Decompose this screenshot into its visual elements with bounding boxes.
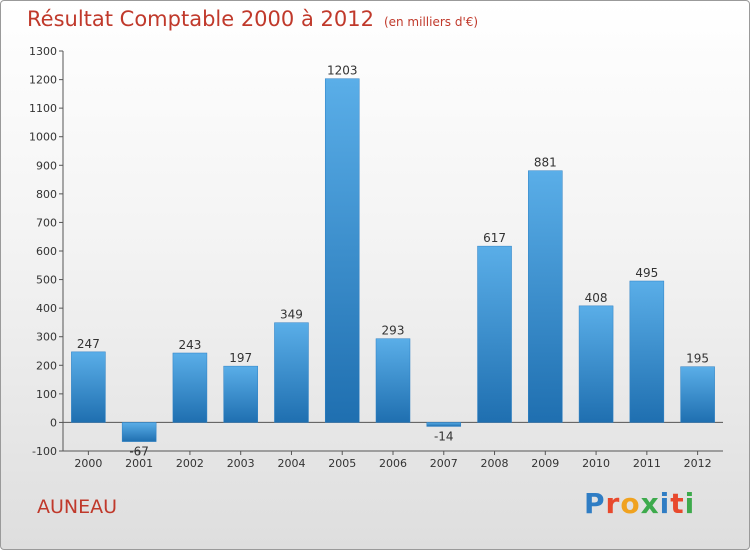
data-label: 243 — [178, 338, 201, 352]
y-tick-label: 700 — [36, 216, 57, 229]
logo-letter: o — [620, 487, 641, 520]
bar — [172, 352, 208, 423]
bar — [71, 351, 106, 423]
y-tick-label: 1300 — [29, 45, 57, 58]
bar — [680, 366, 715, 423]
logo-letter: x — [640, 487, 660, 520]
y-tick-label: 100 — [36, 388, 57, 401]
bar — [121, 422, 157, 442]
data-label: 247 — [77, 337, 100, 351]
bar — [274, 322, 309, 423]
y-tick-label: 200 — [36, 359, 57, 372]
x-tick-label: 2000 — [74, 457, 102, 470]
data-labels: 247 -67 243 197 349 1203 293 -14 617 881 408 495 195 — [77, 64, 709, 459]
chart-title: Résultat Comptable 2000 à 2012 (en millie… — [27, 7, 478, 31]
y-tick-label: 300 — [36, 331, 57, 344]
y-tick-label: 500 — [36, 274, 57, 287]
bar — [324, 78, 360, 423]
x-tick-label: 2007 — [430, 457, 458, 470]
axes: -100 0 100 200 300 400 500 600 700 800 900 1000 1100… — [29, 45, 723, 470]
bar — [375, 338, 411, 423]
data-label: 195 — [686, 352, 709, 366]
x-tick-label: 2008 — [481, 457, 509, 470]
data-label: 349 — [280, 308, 303, 322]
data-label: 293 — [382, 324, 405, 338]
data-label: -14 — [434, 429, 454, 443]
y-tick-label: 800 — [36, 188, 57, 201]
x-tick-label: 2002 — [176, 457, 204, 470]
x-tick-label: 2011 — [633, 457, 661, 470]
logo-letter: t — [670, 487, 685, 520]
bar — [629, 280, 665, 423]
data-label: -67 — [129, 445, 149, 459]
y-tick-label: -100 — [32, 445, 57, 458]
x-tick-label: 2003 — [227, 457, 255, 470]
data-label: 881 — [534, 156, 557, 170]
x-tick-label: 2005 — [328, 457, 356, 470]
x-tick-label: 2004 — [277, 457, 305, 470]
logo-letter: r — [605, 487, 621, 520]
data-label: 495 — [635, 266, 658, 280]
proxiti-logo[interactable]: Proxiti — [584, 487, 695, 520]
chart-subtitle: (en milliers d'€) — [383, 15, 479, 29]
chart-title-text: Résultat Comptable 2000 à 2012 — [27, 7, 374, 31]
y-tick-label: 600 — [36, 245, 57, 258]
y-tick-label: 1100 — [29, 102, 57, 115]
data-label: 408 — [585, 291, 608, 305]
bar — [426, 422, 462, 427]
data-label: 1203 — [327, 64, 358, 78]
x-tick-label: 2009 — [531, 457, 559, 470]
logo-letter: i — [684, 487, 696, 520]
data-label: 617 — [483, 231, 506, 245]
x-tick-label: 2001 — [125, 457, 153, 470]
location-label: AUNEAU — [37, 496, 118, 518]
x-tick-label: 2010 — [582, 457, 610, 470]
bar — [528, 170, 563, 423]
y-tick-label: 1000 — [29, 131, 57, 144]
y-tick-label: 900 — [36, 159, 57, 172]
logo-letter: i — [659, 487, 671, 520]
data-label: 197 — [229, 351, 252, 365]
y-tick-label: 1200 — [29, 74, 57, 87]
bar — [578, 305, 614, 423]
bars — [71, 78, 715, 442]
x-tick-label: 2012 — [684, 457, 712, 470]
logo-letter: P — [584, 487, 606, 520]
bar — [477, 245, 512, 423]
x-tick-label: 2006 — [379, 457, 407, 470]
y-tick-label: 400 — [36, 302, 57, 315]
bar — [223, 365, 258, 423]
y-tick-label: 0 — [50, 416, 57, 429]
